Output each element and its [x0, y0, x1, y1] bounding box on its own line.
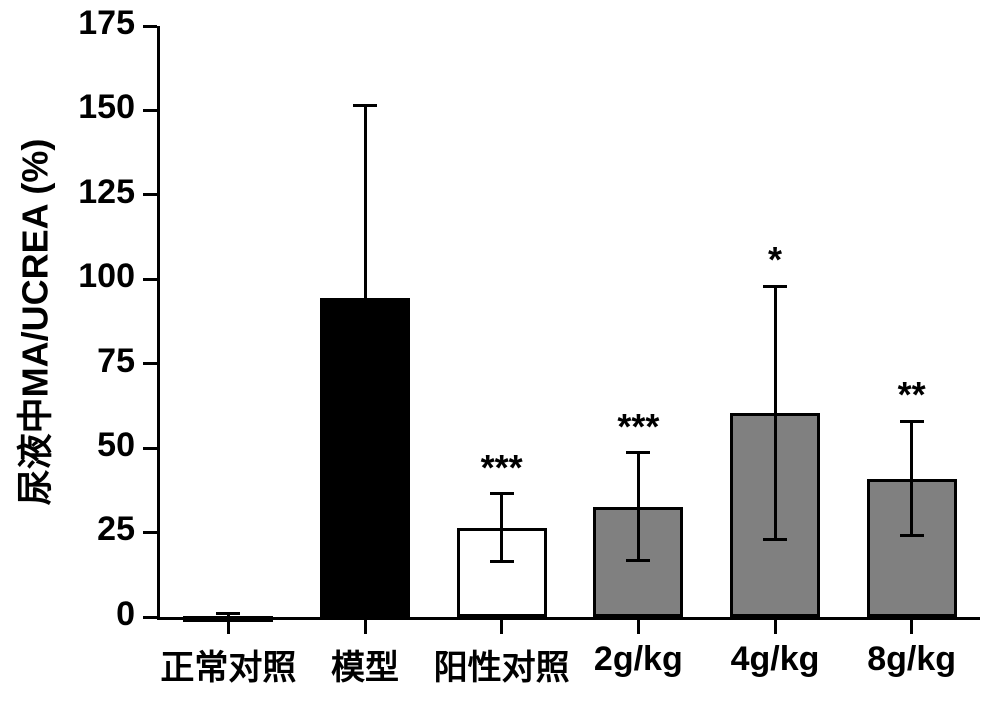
error-bar-cap-upper — [900, 420, 924, 423]
x-axis-line — [157, 617, 980, 620]
x-category-label: 2g/kg — [560, 640, 717, 679]
error-bar-line — [910, 421, 913, 536]
significance-marker: *** — [442, 450, 562, 486]
error-bar-line — [637, 453, 640, 561]
significance-marker: ** — [852, 377, 972, 413]
error-bar-cap-upper — [490, 492, 514, 495]
error-bar-cap-lower — [353, 489, 377, 492]
bar-chart: 0255075100125150175尿液中MA/UCREA (%)正常对照模型… — [0, 0, 1000, 706]
y-axis-line — [157, 26, 160, 617]
error-bar-cap-upper — [626, 451, 650, 454]
y-tick — [143, 362, 157, 365]
error-bar-cap-upper — [353, 104, 377, 107]
y-tick — [143, 193, 157, 196]
significance-marker: *** — [578, 409, 698, 445]
error-bar-cap-upper — [216, 612, 240, 615]
y-tick — [143, 278, 157, 281]
x-tick — [227, 620, 230, 634]
x-category-label: 4g/kg — [697, 640, 854, 679]
x-tick — [910, 620, 913, 634]
x-category-label: 正常对照 — [150, 640, 307, 689]
error-bar-cap-lower — [763, 538, 787, 541]
x-tick — [364, 620, 367, 634]
significance-marker: * — [715, 242, 835, 278]
error-bar-cap-upper — [763, 285, 787, 288]
error-bar-line — [364, 105, 367, 490]
x-category-label: 阳性对照 — [423, 640, 580, 689]
y-tick — [143, 531, 157, 534]
y-tick — [143, 447, 157, 450]
error-bar-cap-lower — [626, 559, 650, 562]
x-category-label: 模型 — [287, 640, 444, 689]
x-tick — [500, 620, 503, 634]
error-bar-cap-lower — [900, 534, 924, 537]
x-tick — [774, 620, 777, 634]
error-bar-line — [774, 286, 777, 539]
y-tick — [143, 25, 157, 28]
y-axis-title-container: 尿液中MA/UCREA (%) — [0, 26, 65, 617]
y-axis-title: 尿液中MA/UCREA (%) — [7, 138, 59, 505]
x-tick — [637, 620, 640, 634]
y-tick — [143, 616, 157, 619]
error-bar-line — [500, 494, 503, 562]
y-tick — [143, 109, 157, 112]
error-bar-cap-lower — [490, 560, 514, 563]
x-category-label: 8g/kg — [833, 640, 990, 679]
